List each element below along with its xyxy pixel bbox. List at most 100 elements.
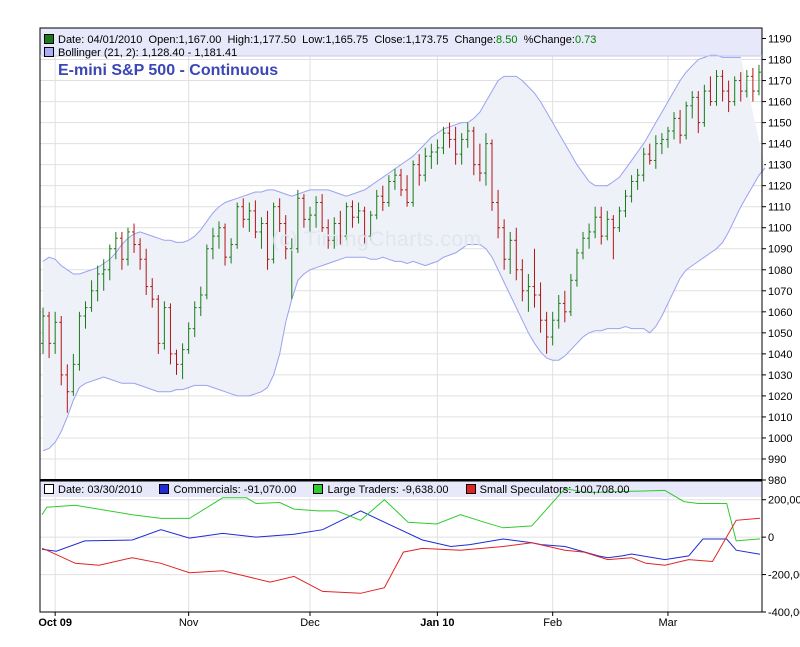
small-specs-swatch [465, 484, 476, 494]
ohlc-bar [386, 175, 391, 207]
cot-tick-label: 0 [768, 532, 774, 544]
price-tick-label: 1120 [768, 181, 792, 193]
legend-open: 1,167.00 [178, 34, 222, 46]
ohlc-bar [720, 70, 725, 102]
commercials-swatch [159, 484, 170, 494]
bollinger-lower-line [42, 167, 766, 452]
ohlc-bar [198, 286, 203, 317]
ohlc-bar [107, 244, 112, 281]
ohlc-bar [672, 112, 677, 140]
price-tick-label: 1020 [768, 391, 792, 403]
price-tick-label: 1090 [768, 244, 792, 256]
cot-legend-band [40, 481, 762, 497]
ohlc-bar [678, 109, 683, 144]
ohlc-bar [508, 231, 513, 274]
ohlc-bar [653, 135, 658, 169]
ohlc-bar [447, 122, 452, 148]
ohlc-bar [229, 238, 234, 264]
ohlc-bar [593, 206, 598, 239]
ohlc-bar [320, 194, 325, 232]
small-specs-value: 100,708.00 [574, 484, 630, 496]
bollinger-upper-line [42, 54, 741, 275]
ohlc-bar [138, 238, 143, 270]
cot-tick-label: -400,000 [768, 607, 800, 619]
bollinger-upper: 1,181.41 [194, 47, 238, 59]
ohlc-bar [714, 70, 719, 106]
ohlc-bar [223, 223, 228, 266]
ohlc-bar [101, 259, 106, 291]
ohlc-bar [684, 101, 689, 140]
ohlc-bar [301, 194, 306, 228]
ohlc-bar [538, 282, 543, 333]
ohlc-bar [514, 227, 519, 281]
ohlc-bar [399, 168, 403, 197]
ohlc-bar [277, 198, 282, 232]
ohlc-bar [326, 219, 331, 249]
ohlc-bar [477, 143, 482, 182]
ohlc-bar [750, 67, 755, 102]
ohlc-bar [210, 227, 215, 260]
ohlc-bar [690, 91, 695, 119]
ohlc-bar [502, 219, 507, 270]
cot-series-commercials [41, 510, 761, 561]
cot-frame [39, 480, 763, 613]
price-tick-label: 980 [768, 475, 786, 487]
ohlc-bar [180, 343, 185, 380]
legend-date: 04/01/2010 [87, 34, 143, 46]
price-tick-label: 1050 [768, 328, 792, 340]
ohlc-bar [435, 139, 440, 165]
ohlc-bar [659, 133, 664, 155]
ohlc-bar [295, 189, 300, 253]
ohlc-bar [265, 210, 270, 270]
cot-series-large-traders [41, 487, 761, 542]
ohlc-bar [83, 301, 88, 329]
ohlc-bar [307, 206, 312, 237]
small-specs-label: Small Speculators: [479, 484, 572, 496]
bollinger-legend: Bollinger (21, 2): 1,128.40 - 1,181.41 [44, 46, 237, 60]
large-traders-label: Large Traders: [327, 484, 399, 496]
ohlc-bar [544, 311, 549, 354]
commercials-label: Commercials: [173, 484, 241, 496]
price-tick-label: 1170 [768, 76, 792, 88]
ohlc-bar [59, 316, 64, 386]
ohlc-bar [665, 126, 670, 148]
ohlc-bar [635, 168, 640, 190]
ohlc-bar [186, 322, 191, 354]
ohlc-bar [532, 248, 537, 308]
ohlc-bar [332, 217, 337, 249]
ohlc-bar [380, 185, 385, 211]
ohlc-bar [368, 210, 373, 241]
price-tick-label: 1110 [768, 202, 791, 214]
ohlc-bar [562, 290, 567, 323]
ohlc-bar [726, 80, 731, 113]
ohlc-bar [350, 200, 355, 228]
x-tick-label: Nov [179, 617, 199, 629]
ohlc-bar [125, 227, 130, 266]
ohlc-bar [756, 64, 761, 96]
legend-pct-change: 0.73 [574, 34, 597, 46]
ohlc-bar [744, 70, 749, 98]
ohlc-bar [520, 259, 525, 302]
price-tick-label: 1030 [768, 370, 792, 382]
price-tick-label: 1010 [768, 412, 792, 424]
ohlc-bar [356, 202, 361, 224]
cot-tick-label: 200,000 [768, 495, 800, 507]
ohlc-bar [235, 202, 240, 249]
ohlc-bar [113, 231, 118, 260]
ohlc-bar [338, 210, 343, 245]
price-legend: Date: 04/01/2010 Open:1,167.00 High:1,17… [44, 33, 596, 47]
ohlc-bar [192, 301, 197, 338]
price-tick-label: 1190 [768, 34, 792, 46]
ohlc-bar [611, 215, 616, 260]
ohlc-bar [574, 248, 579, 287]
bollinger-band-fill [43, 55, 765, 451]
price-tick-label: 1100 [768, 223, 792, 235]
ohlc-bar [204, 244, 209, 300]
ohlc-bar [95, 265, 100, 302]
price-tick-label: 1160 [768, 97, 792, 109]
ohlc-bar [271, 202, 276, 264]
x-tick-label: Mar [658, 617, 677, 629]
price-tick-label: 1150 [768, 118, 792, 130]
cot-date-swatch [44, 484, 54, 494]
ohlc-bar [259, 217, 264, 249]
